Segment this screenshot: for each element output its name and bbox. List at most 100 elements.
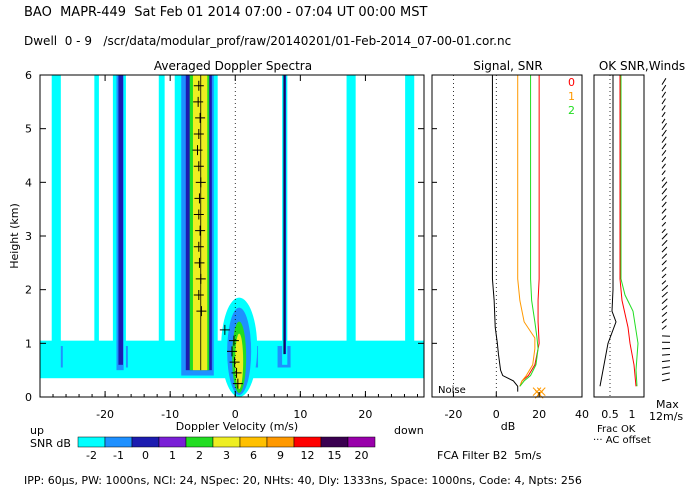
label-up: up [30, 424, 44, 437]
y-tick-label: 2 [25, 284, 32, 297]
ok-frame [593, 74, 645, 398]
wind-scale-label: Max [656, 398, 679, 411]
colorbar-swatch [158, 436, 187, 448]
peak-blob-core [235, 333, 244, 389]
moment-cross [193, 129, 204, 140]
wind-barb [661, 273, 667, 279]
moment-cross [195, 225, 206, 236]
spectra-ylabel: Height (km) [8, 203, 21, 269]
filter-note: FCA Filter B2 5m/s [437, 449, 542, 462]
colorbar-level: 12 [301, 449, 315, 462]
spectra-xlabel: Doppler Velocity (m/s) [176, 420, 298, 433]
moment-cross [193, 96, 204, 107]
wind-barb [661, 143, 667, 150]
wind-barb [661, 233, 668, 240]
moment-cross [193, 161, 204, 172]
snr-xlabel: dB [501, 420, 516, 433]
wind-barb [661, 194, 667, 201]
moment-cross [227, 346, 237, 357]
wind-barb [661, 98, 666, 105]
spectra-band [346, 75, 356, 365]
ac-offset-note: ··· AC offset [593, 435, 651, 446]
spectra-band [158, 75, 165, 365]
y-tick-label: 5 [25, 123, 32, 136]
y-tick-label: 6 [25, 69, 32, 82]
moment-cross [196, 306, 207, 317]
snr-series-signal [491, 75, 519, 392]
spectra-band [405, 75, 415, 365]
wind-barb [661, 228, 666, 234]
ok-frac-2 [620, 75, 639, 387]
wind-barb [661, 78, 667, 85]
label-down: down [394, 424, 424, 437]
winds-title: OK SNR,Winds [599, 59, 685, 73]
colorbar-swatch [185, 436, 214, 448]
snr-x-tick-label: 0 [493, 408, 500, 421]
x-tick-label: 0 [232, 408, 239, 421]
colorbar-swatch [77, 436, 106, 448]
noise-label: Noise [438, 385, 466, 396]
colorbar-swatch [104, 436, 133, 448]
colorbar-level: 0 [142, 449, 149, 462]
ok-tick-05: 0.5 [601, 408, 619, 421]
colorbar-level: 6 [250, 449, 257, 462]
wind-barb [661, 325, 667, 330]
wind-barb [661, 111, 666, 118]
wind-barb [661, 372, 670, 375]
y-tick-label: 3 [25, 230, 32, 243]
colorbar-swatch [320, 436, 349, 448]
snr-x-tick-label: 20 [532, 408, 546, 421]
spectra-band [283, 75, 287, 355]
snr-title: Signal, SNR [473, 59, 542, 73]
wind-barb [661, 284, 669, 292]
wind-barb [661, 253, 668, 259]
wind-barb [661, 221, 667, 227]
moment-cross [195, 273, 206, 284]
snr-x-tick-label: 40 [575, 408, 589, 421]
spectra-band [192, 75, 208, 371]
moment-cross [194, 193, 205, 204]
spectra-band [118, 75, 123, 365]
header-title: BAO MAPR-449 Sat Feb 01 2014 07:00 - 07:… [24, 5, 428, 20]
wind-barb [661, 105, 666, 111]
wind-barb [661, 177, 666, 182]
ok-frac-0 [619, 75, 637, 387]
colorbar-level: 3 [223, 449, 230, 462]
moment-cross [194, 257, 205, 268]
y-tick-label: 0 [25, 391, 32, 404]
wind-barb [661, 318, 667, 324]
snr-plot: -20 0 20 40 [432, 74, 589, 421]
wind-barb [661, 215, 667, 221]
wind-barb [661, 280, 667, 285]
moment-cross [231, 367, 242, 378]
snr-x-tick-label: -20 [444, 408, 462, 421]
wind-barb [661, 360, 671, 363]
wind-barb [661, 298, 668, 304]
legend-0: 0 [568, 76, 575, 89]
legend-2: 2 [568, 104, 575, 117]
snr-ground-marker [536, 387, 546, 396]
moment-cross [193, 80, 204, 91]
wind-barb [661, 208, 667, 214]
wind-barb [661, 129, 667, 137]
moment-cross [229, 357, 240, 368]
spectra-band [51, 75, 61, 376]
snr-series-1 [517, 75, 536, 387]
moment-cross [228, 335, 239, 346]
wind-barb [661, 156, 667, 163]
wind-barb [661, 305, 668, 311]
wind-barb [661, 311, 668, 317]
wind-barb [661, 378, 670, 382]
moment-cross [195, 112, 206, 123]
snr-frame [431, 74, 583, 398]
wind-scale-max: 12m/s [649, 410, 683, 423]
header-file: Dwell 0 - 9 /scr/data/modular_prof/raw/2… [24, 34, 512, 48]
colorbar: -2 -1 0 1 2 3 6 9 12 15 20 [77, 436, 376, 462]
spectra-title: Averaged Doppler Spectra [154, 59, 312, 73]
wind-barb [661, 136, 667, 143]
colorbar-label: SNR dB [30, 437, 71, 450]
wind-barb [661, 181, 668, 189]
colorbar-level: -1 [113, 449, 124, 462]
colorbar-swatch [293, 436, 322, 448]
wind-barb [661, 260, 667, 266]
